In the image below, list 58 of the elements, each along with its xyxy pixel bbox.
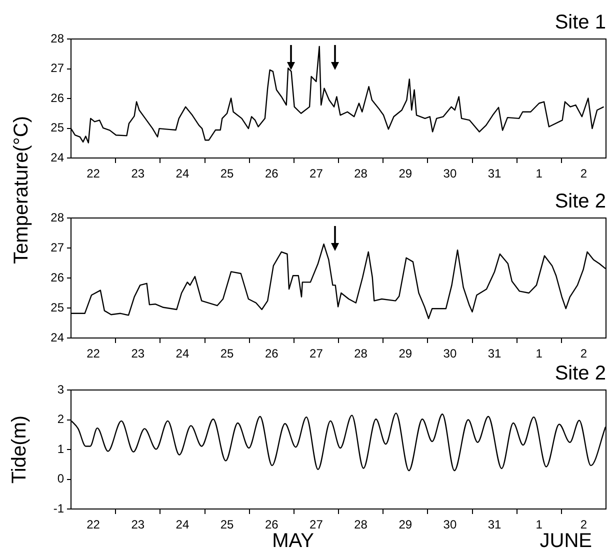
chart-title: Site 2 (554, 362, 606, 385)
y-tick-label: 25 (50, 120, 64, 135)
x-tick-label: 22 (86, 346, 100, 361)
x-tick-label: 30 (443, 346, 457, 361)
x-tick-label: 1 (536, 346, 543, 361)
x-tick-label: 25 (220, 166, 234, 181)
y-tick-label: 1 (57, 442, 64, 456)
x-tick-label: 1 (536, 166, 543, 181)
x-tick-label: 2 (580, 346, 588, 361)
text: JUNE (540, 530, 592, 553)
y-tick-label: 27 (50, 240, 64, 254)
x-tick-label: 31 (488, 518, 502, 532)
x-tick-label: 26 (264, 518, 279, 532)
y-tick-label: 24 (50, 150, 64, 164)
y-tick-label: 3 (57, 382, 64, 396)
x-tick-label: 29 (398, 518, 412, 532)
x-tick-label: 28 (354, 346, 368, 361)
y-tick-label: 2 (57, 412, 64, 426)
x-tick-label: 24 (176, 166, 190, 181)
x-tick-label: 2 (580, 518, 588, 532)
x-tick-label: 27 (310, 166, 324, 181)
y-tick-label: 28 (50, 31, 64, 46)
x-tick-label: 25 (220, 518, 234, 532)
chart-title: Site 1 (554, 12, 606, 34)
x-tick-label: 28 (354, 518, 368, 532)
x-tick-label: 27 (310, 346, 324, 361)
y-tick-label: 0 (57, 472, 64, 486)
x-tick-label: 30 (443, 166, 457, 181)
x-tick-label: 22 (86, 518, 100, 532)
x-tick-label: 31 (488, 346, 502, 361)
x-tick-label: 28 (354, 166, 368, 181)
y-tick-label: 26 (50, 90, 64, 105)
y-tick-label: -1 (53, 501, 64, 516)
y-tick-label: 27 (50, 61, 64, 76)
chart-title: Site 2 (554, 190, 606, 213)
y-tick-label: 28 (50, 210, 64, 224)
y-tick-label: 24 (50, 330, 64, 344)
x-tick-label: 23 (131, 166, 145, 181)
x-tick-label: 23 (131, 346, 145, 361)
x-tick-label: 2 (580, 166, 588, 181)
x-tick-label: 27 (310, 518, 324, 532)
y-axis-title: Temperature(°C) (10, 116, 34, 264)
x-tick-label: 23 (131, 518, 145, 532)
y-axis-title: Tide(m) (8, 415, 31, 484)
x-tick-label: 26 (264, 166, 279, 181)
x-tick-label: 31 (488, 166, 502, 181)
text: MAY (272, 530, 314, 553)
x-tick-label: 29 (398, 346, 412, 361)
x-tick-label: 30 (443, 518, 457, 532)
x-tick-label: 29 (398, 166, 412, 181)
y-tick-label: 25 (50, 300, 64, 314)
y-tick-label: 26 (50, 270, 64, 284)
x-tick-label: 1 (536, 518, 543, 532)
x-tick-label: 24 (176, 518, 190, 532)
x-tick-label: 24 (176, 346, 190, 361)
x-tick-label: 25 (220, 346, 234, 361)
x-tick-label: 22 (86, 166, 100, 181)
x-tick-label: 26 (264, 346, 279, 361)
